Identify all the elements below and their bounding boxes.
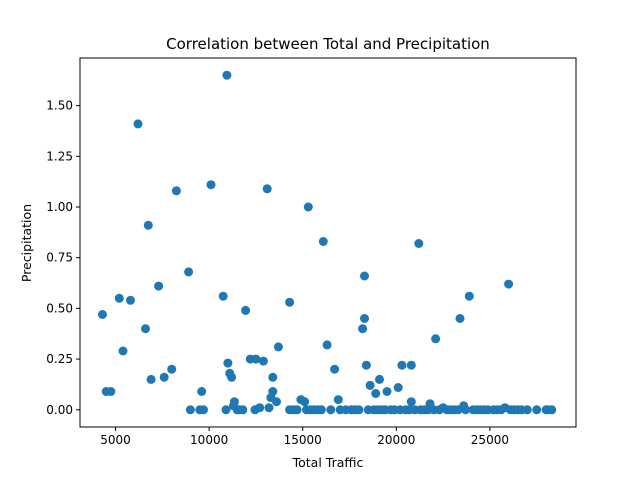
data-point — [303, 202, 313, 212]
data-point — [114, 293, 124, 303]
data-point — [218, 291, 228, 301]
data-point — [143, 220, 153, 230]
data-point — [264, 403, 274, 413]
data-point — [375, 374, 384, 384]
data-point — [504, 279, 514, 289]
data-point — [154, 281, 164, 291]
data-point — [262, 184, 272, 194]
data-point — [360, 314, 369, 323]
data-point — [199, 405, 208, 415]
data-point — [255, 403, 265, 413]
data-point — [272, 397, 281, 407]
x-tick-label: 20000 — [377, 433, 415, 447]
x-axis-label: Total Traffic — [292, 455, 364, 470]
y-tick-label: 0.50 — [46, 301, 73, 315]
data-point — [292, 405, 302, 415]
data-point — [141, 324, 150, 334]
data-point — [406, 397, 416, 407]
data-point — [316, 405, 326, 415]
data-point — [322, 340, 332, 350]
data-point — [273, 342, 283, 352]
data-point — [185, 405, 195, 415]
x-tick-label: 25000 — [471, 433, 509, 447]
y-tick-label: 0.25 — [46, 352, 73, 366]
data-point — [300, 397, 310, 407]
data-point — [532, 405, 542, 415]
data-point — [326, 405, 336, 415]
data-point — [461, 405, 471, 415]
chart-title: Correlation between Total and Precipitat… — [166, 35, 490, 53]
data-point — [221, 405, 231, 415]
data-point — [371, 389, 381, 398]
data-point — [171, 186, 181, 196]
y-tick-label: 1.00 — [46, 200, 73, 214]
data-point — [285, 297, 295, 307]
data-point — [241, 305, 251, 315]
data-point — [455, 314, 465, 323]
data-point — [382, 387, 392, 396]
data-point — [126, 295, 135, 305]
data-point — [358, 324, 368, 334]
data-point — [360, 271, 369, 281]
data-point — [361, 360, 371, 370]
ticks-layer: 5000 10000 15000 20000 25000 0.00 0.25 0.50 0.75… — [46, 99, 509, 447]
y-tick-label: 1.25 — [46, 149, 73, 163]
data-point — [393, 383, 403, 392]
y-tick-label: 1.50 — [46, 99, 73, 113]
data-point — [197, 387, 207, 396]
data-point — [167, 364, 177, 374]
data-point — [258, 356, 268, 366]
y-tick-label: 0.00 — [46, 403, 73, 417]
data-point — [268, 387, 278, 396]
data-point — [222, 70, 232, 80]
data-point — [414, 239, 424, 248]
data-point — [318, 237, 328, 246]
data-point — [251, 354, 261, 364]
data-point — [238, 405, 248, 415]
data-point — [333, 395, 343, 405]
data-point — [365, 380, 375, 390]
data-point — [464, 291, 474, 301]
data-point — [406, 360, 416, 370]
x-tick-label: 15000 — [284, 433, 322, 447]
data-point — [522, 405, 532, 415]
y-axis-label: Precipitation — [19, 204, 34, 282]
data-point — [268, 372, 278, 382]
data-point — [547, 405, 557, 415]
axes-frame — [79, 57, 577, 428]
data-point — [227, 372, 237, 382]
data-point — [159, 372, 169, 382]
data-point — [431, 334, 441, 344]
y-tick-label: 0.75 — [46, 251, 73, 265]
x-tick-label: 10000 — [190, 433, 228, 447]
data-point — [146, 374, 156, 384]
data-point — [223, 358, 233, 368]
data-point — [397, 360, 407, 370]
data-point — [354, 405, 364, 415]
data-point — [206, 180, 216, 190]
points-layer — [98, 70, 557, 415]
data-point — [330, 364, 340, 374]
data-point — [184, 267, 194, 277]
data-point — [106, 387, 116, 396]
data-point — [118, 346, 128, 356]
data-point — [133, 119, 143, 129]
data-point — [229, 397, 239, 407]
data-point — [98, 310, 107, 319]
x-tick-label: 5000 — [100, 433, 131, 447]
